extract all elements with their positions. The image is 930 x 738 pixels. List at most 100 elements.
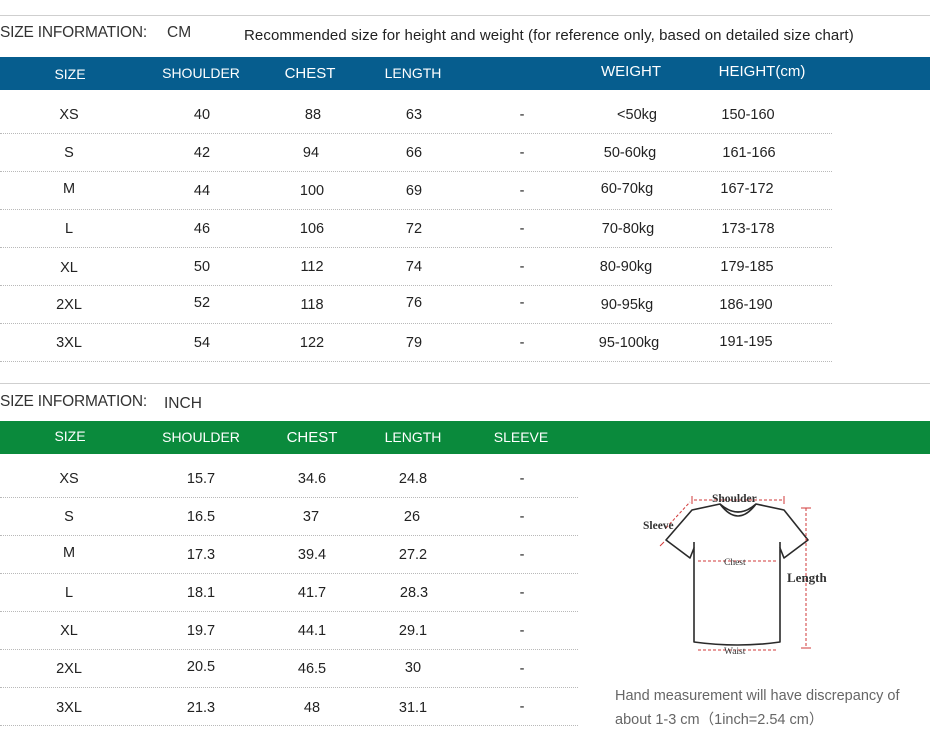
top-divider [0, 15, 930, 16]
cell-sleeve: - [519, 471, 525, 487]
cell-sleeve: - [519, 623, 525, 639]
cell-length: 31.1 [398, 700, 428, 716]
inch-table-header: SIZE SHOULDER CHEST LENGTH SLEEVE [0, 421, 930, 454]
cell-chest: 48 [303, 700, 321, 716]
row-divider [0, 535, 578, 536]
row-divider [0, 573, 578, 574]
row-divider [0, 209, 832, 210]
cell-length: 24.8 [398, 471, 428, 487]
cell-dash: - [519, 145, 525, 161]
measure-marks [659, 496, 811, 651]
cell-length: 66 [405, 145, 423, 161]
recommendation-note: Recommended size for height and weight (… [244, 27, 854, 44]
cell-sleeve: - [519, 699, 525, 715]
cell-shoulder: 42 [193, 145, 211, 161]
cell-height: 179-185 [720, 259, 774, 275]
cell-shoulder: 15.7 [186, 471, 216, 487]
cell-shoulder: 16.5 [186, 509, 216, 525]
cell-size: L [64, 221, 74, 237]
cell-dash: - [519, 107, 525, 123]
cell-chest: 34.6 [297, 471, 327, 487]
cell-size: M [62, 545, 76, 561]
cell-chest: 37 [302, 509, 320, 525]
cell-length: 27.2 [398, 547, 428, 563]
cell-weight: 90-95kg [600, 297, 654, 313]
row-divider [0, 649, 578, 650]
row-divider [0, 361, 832, 362]
diagram-waist-label: Waist [724, 647, 746, 657]
cell-chest: 94 [302, 145, 320, 161]
header-weight: WEIGHT [601, 63, 661, 80]
cell-length: 29.1 [398, 623, 428, 639]
cm-table-header: SIZE SHOULDER CHEST LENGTH WEIGHT HEIGHT… [0, 57, 930, 90]
cell-length: 30 [404, 660, 422, 676]
cell-chest: 122 [299, 335, 325, 351]
row-divider [0, 725, 578, 726]
cell-height: 167-172 [720, 181, 774, 197]
cell-size: 3XL [56, 335, 82, 351]
cell-dash: - [519, 259, 525, 275]
header-length: LENGTH [384, 65, 442, 81]
cell-sleeve: - [519, 585, 525, 601]
cell-length: 72 [405, 221, 423, 237]
diagram-sleeve-label: Sleeve [643, 520, 674, 532]
cell-weight: 80-90kg [599, 259, 653, 275]
cell-size: M [62, 181, 76, 197]
cell-chest: 118 [300, 297, 324, 313]
cell-sleeve: - [519, 661, 525, 677]
cell-size: 2XL [56, 297, 82, 313]
cell-chest: 88 [304, 107, 322, 123]
row-divider [0, 611, 578, 612]
inch-unit-label: INCH [164, 395, 202, 412]
cell-chest: 112 [300, 259, 324, 275]
cell-chest: 106 [299, 221, 325, 237]
header-shoulder: SHOULDER [162, 65, 240, 81]
cell-size: XL [60, 260, 78, 276]
row-divider [0, 687, 578, 688]
cell-size: S [64, 145, 74, 161]
cell-dash: - [519, 335, 525, 351]
cell-chest: 44.1 [297, 623, 327, 639]
cell-size: 3XL [56, 700, 82, 716]
cell-shoulder: 17.3 [186, 547, 216, 563]
cell-height: 161-166 [722, 145, 776, 161]
diagram-shoulder-label: Shoulder [712, 493, 757, 505]
cell-sleeve: - [519, 509, 525, 525]
inch-section-title: SIZE INFORMATION: [0, 393, 148, 410]
cell-sleeve: - [519, 547, 525, 563]
cell-length: 79 [405, 335, 423, 351]
cell-shoulder: 40 [193, 107, 211, 123]
cell-size: XS [59, 107, 79, 123]
measurement-note: Hand measurement will have discrepancy o… [615, 688, 900, 728]
section-divider [0, 383, 930, 384]
cell-dash: - [519, 183, 525, 199]
row-divider [0, 323, 832, 324]
cell-height: 173-178 [721, 221, 775, 237]
header-shoulder: SHOULDER [162, 429, 240, 445]
cell-chest: 41.7 [297, 585, 327, 601]
row-divider [0, 285, 832, 286]
cell-length: 74 [405, 259, 423, 275]
diagram-length-label: Length [787, 570, 828, 585]
header-chest: CHEST [286, 429, 338, 446]
cell-length: 63 [405, 107, 423, 123]
cell-shoulder: 54 [193, 335, 211, 351]
cell-size: S [64, 509, 74, 525]
cell-weight: 50-60kg [603, 145, 657, 161]
cell-chest: 39.4 [297, 547, 327, 563]
cell-shoulder: 52 [193, 295, 211, 311]
cell-weight: 95-100kg [598, 335, 660, 351]
header-size: SIZE [54, 66, 86, 82]
cell-dash: - [519, 295, 525, 311]
cell-shoulder: 44 [193, 183, 211, 199]
cell-chest: 100 [299, 183, 325, 199]
tshirt-outline-icon [665, 503, 809, 646]
header-height: HEIGHT(cm) [718, 63, 806, 80]
cell-shoulder: 50 [193, 259, 211, 275]
header-sleeve: SLEEVE [493, 429, 549, 445]
row-divider [0, 497, 578, 498]
cell-dash: - [519, 221, 525, 237]
cm-section-title: SIZE INFORMATION: [0, 24, 148, 41]
cell-length: 69 [405, 183, 423, 199]
cell-size: L [64, 585, 74, 601]
